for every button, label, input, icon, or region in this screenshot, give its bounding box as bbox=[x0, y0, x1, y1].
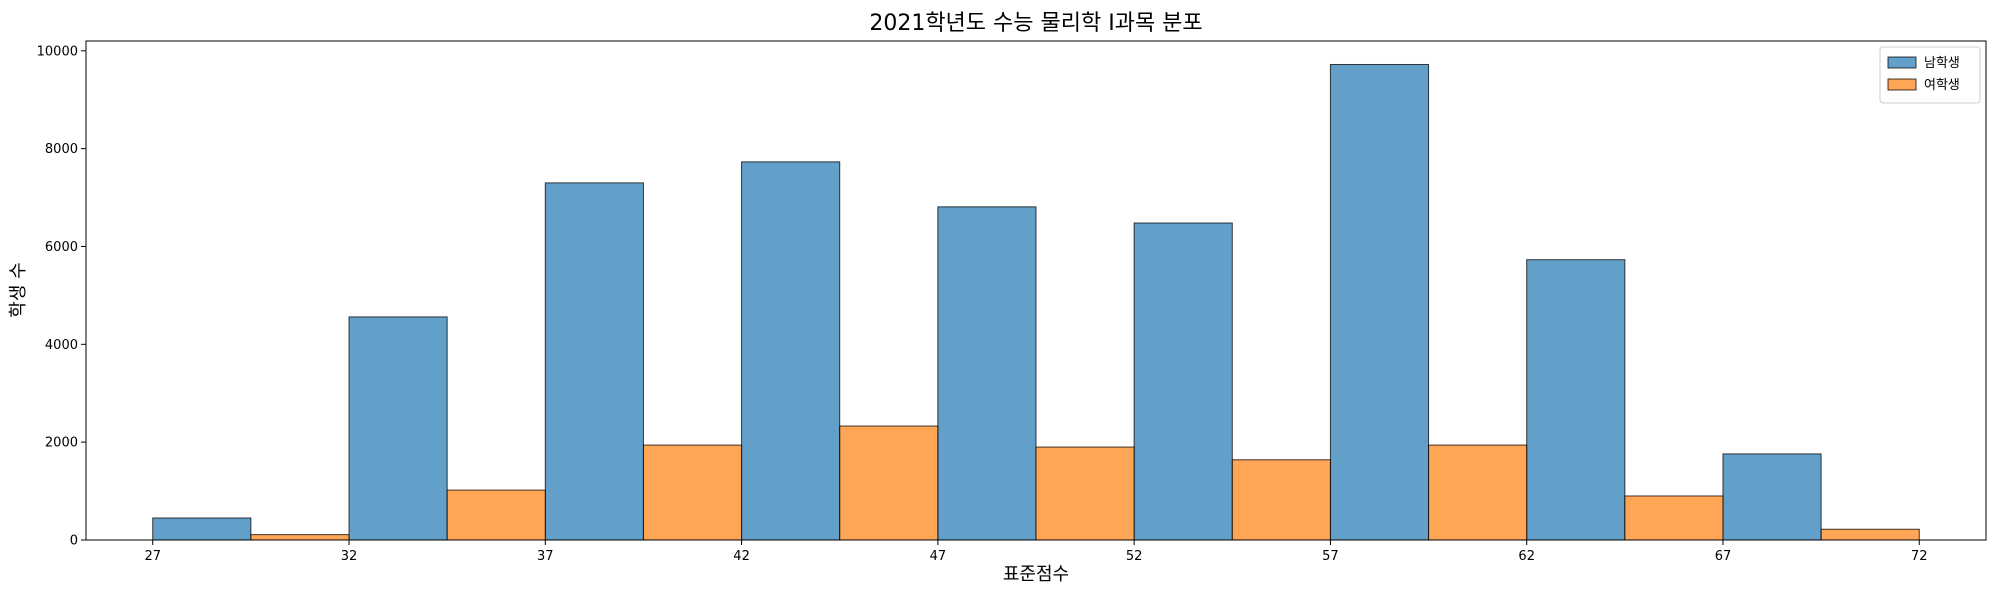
bar-series-0-bin-1 bbox=[348, 316, 448, 541]
bar-series-1-bin-3 bbox=[839, 425, 939, 541]
y-tick-label-3: 6000 bbox=[45, 240, 78, 255]
bar-series-0-bin-4 bbox=[937, 206, 1037, 541]
bar-series-1-bin-8 bbox=[1820, 528, 1920, 541]
bar-series-0-bin-3 bbox=[741, 161, 841, 541]
bar-series-1-bin-5 bbox=[1231, 459, 1331, 541]
chart-title: 2021학년도 수능 물리학 I과목 분포 bbox=[869, 11, 1202, 36]
bar-series-0-bin-6 bbox=[1329, 63, 1430, 541]
x-tick-label-8: 67 bbox=[1715, 549, 1732, 564]
x-tick-label-0: 27 bbox=[144, 549, 161, 564]
x-tick-label-9: 72 bbox=[1911, 549, 1928, 564]
y-tick-label-0: 0 bbox=[70, 534, 78, 549]
bar-series-1-bin-1 bbox=[446, 489, 546, 541]
bar-series-1-bin-4 bbox=[1035, 446, 1135, 541]
legend-label-1: 여학생 bbox=[1924, 78, 1960, 93]
y-axis-title: 학생 수 bbox=[8, 262, 29, 317]
y-axis: 0 2000 4000 6000 8000 10000 bbox=[37, 44, 86, 549]
bar-series-0-bin-0 bbox=[152, 517, 252, 541]
bar-series-0-bin-5 bbox=[1133, 222, 1233, 541]
bar-series-1-bin-2 bbox=[642, 444, 743, 541]
legend-swatch-0 bbox=[1887, 56, 1917, 69]
y-tick-label-2: 4000 bbox=[45, 338, 78, 353]
x-tick-label-2: 37 bbox=[537, 549, 554, 564]
bar-series-0-bin-7 bbox=[1526, 259, 1626, 541]
bar-series-1-bin-6 bbox=[1428, 444, 1528, 541]
y-tick-label-1: 2000 bbox=[45, 436, 78, 451]
x-tick-label-5: 52 bbox=[1126, 549, 1143, 564]
legend-label-0: 남학생 bbox=[1924, 56, 1960, 71]
x-tick-label-7: 62 bbox=[1518, 549, 1535, 564]
bars-layer bbox=[152, 63, 1920, 541]
x-tick-label-1: 32 bbox=[341, 549, 358, 564]
x-tick-label-3: 42 bbox=[733, 549, 750, 564]
bar-series-0-bin-8 bbox=[1722, 453, 1822, 541]
bar-series-1-bin-0 bbox=[250, 534, 350, 541]
bar-series-1-bin-7 bbox=[1624, 495, 1724, 541]
bar-series-0-bin-2 bbox=[544, 182, 644, 541]
x-tick-label-4: 47 bbox=[930, 549, 947, 564]
legend-swatch-1 bbox=[1887, 78, 1917, 91]
x-axis-title: 표준점수 bbox=[1003, 564, 1069, 585]
x-axis: 27 32 37 42 47 52 57 62 67 72 bbox=[144, 540, 1928, 564]
y-tick-label-5: 10000 bbox=[37, 44, 78, 59]
x-tick-label-6: 57 bbox=[1322, 549, 1339, 564]
plot-frame bbox=[85, 40, 1987, 541]
y-tick-label-4: 8000 bbox=[45, 142, 78, 157]
